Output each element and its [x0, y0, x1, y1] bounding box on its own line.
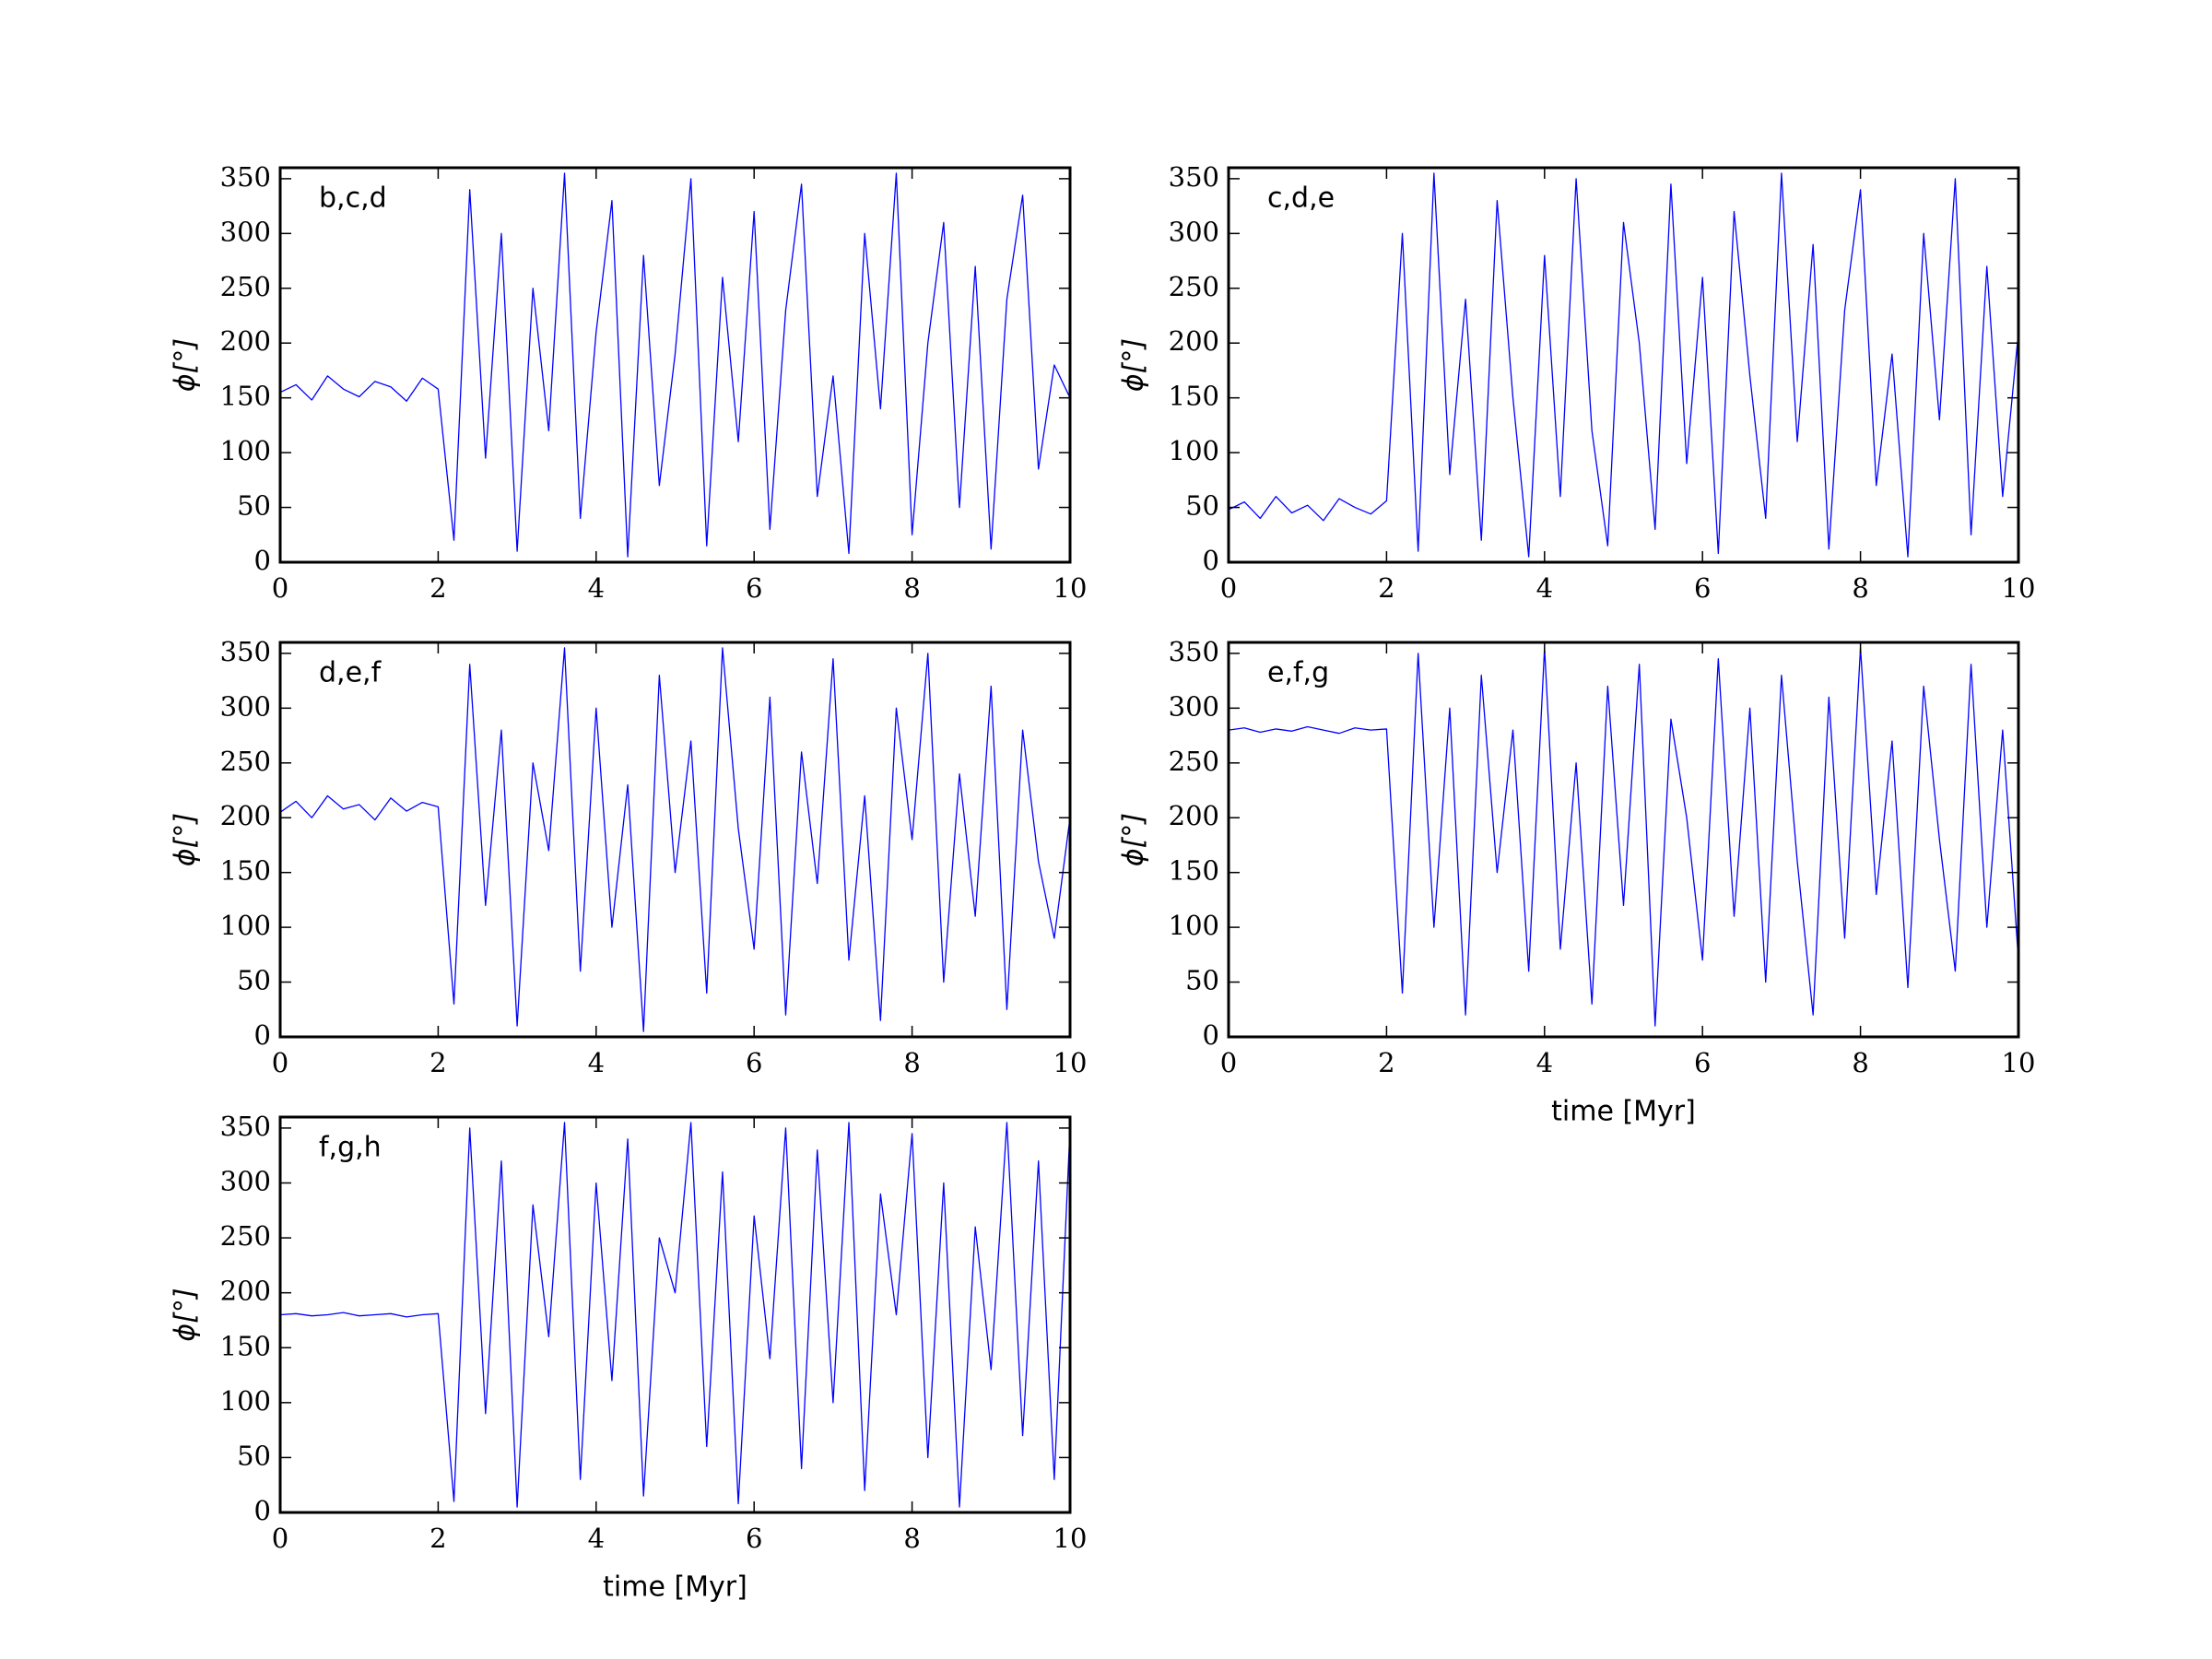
x-axis-label: time [Myr]	[1551, 1096, 1696, 1128]
y-tick-label: 300	[220, 690, 271, 722]
x-tick-label: 6	[1694, 1047, 1711, 1078]
y-tick-label: 100	[220, 1385, 271, 1417]
y-tick-label: 0	[254, 545, 271, 576]
y-tick-label: 300	[220, 1166, 271, 1197]
axes-frame	[278, 166, 1072, 564]
x-tick-label: 8	[903, 572, 920, 604]
y-tick-label: 150	[220, 1330, 271, 1361]
y-tick-label: 150	[220, 855, 271, 887]
x-tick-label: 4	[1536, 572, 1553, 604]
y-tick-label: 50	[237, 490, 271, 522]
panel-label: d,e,f	[319, 657, 382, 689]
y-tick-label: 50	[1185, 490, 1219, 522]
x-tick-label: 10	[1053, 1047, 1088, 1078]
y-tick-label: 250	[1169, 746, 1219, 777]
y-tick-label: 300	[1169, 216, 1219, 247]
y-tick-label: 300	[220, 216, 271, 247]
y-axis-label: ϕ[°]	[170, 1288, 202, 1341]
y-tick-label: 250	[220, 746, 271, 777]
x-tick-label: 6	[1694, 572, 1711, 604]
x-tick-label: 8	[903, 1047, 920, 1078]
y-tick-label: 350	[220, 161, 271, 193]
data-line	[1228, 172, 2019, 558]
y-axis-label: ϕ[°]	[1118, 813, 1150, 866]
subplot: 0 2 4 6 8 10050100150200250300350f,g,hϕ[°]tim…	[170, 1111, 1088, 1604]
y-tick-label: 350	[1169, 161, 1219, 193]
y-tick-label: 50	[1185, 965, 1219, 996]
y-tick-label: 150	[1169, 855, 1219, 887]
y-tick-label: 350	[220, 1111, 271, 1142]
panel-label: c,d,e	[1267, 182, 1335, 215]
x-axis-label: time [Myr]	[603, 1571, 747, 1604]
x-tick-label: 10	[2002, 572, 2036, 604]
y-tick-label: 100	[220, 910, 271, 941]
y-tick-label: 200	[1169, 800, 1219, 831]
x-tick-label: 10	[1053, 1523, 1088, 1554]
x-tick-label: 6	[746, 572, 762, 604]
axes-frame	[1227, 166, 2020, 564]
y-tick-label: 300	[1169, 690, 1219, 722]
panel-label: b,c,d	[319, 182, 387, 215]
x-tick-label: 8	[1852, 1047, 1868, 1078]
x-tick-label: 0	[272, 572, 288, 604]
y-tick-label: 0	[254, 1019, 271, 1051]
x-tick-label: 2	[429, 572, 446, 604]
x-tick-label: 10	[2002, 1047, 2036, 1078]
x-tick-label: 0	[1220, 1047, 1237, 1078]
panel-label: f,g,h	[319, 1132, 382, 1164]
x-tick-label: 2	[1378, 1047, 1394, 1078]
x-tick-label: 0	[272, 1047, 288, 1078]
x-tick-label: 2	[429, 1047, 446, 1078]
x-tick-label: 8	[903, 1523, 920, 1554]
x-tick-label: 4	[1536, 1047, 1553, 1078]
y-axis-label: ϕ[°]	[1118, 338, 1150, 392]
y-tick-label: 350	[1169, 636, 1219, 667]
x-tick-label: 4	[588, 1523, 605, 1554]
y-axis-label: ϕ[°]	[170, 813, 202, 866]
y-tick-label: 50	[237, 1440, 271, 1471]
panel-label: e,f,g	[1267, 657, 1329, 689]
x-tick-label: 10	[1053, 572, 1088, 604]
y-tick-label: 200	[220, 800, 271, 831]
x-tick-label: 6	[746, 1523, 762, 1554]
y-tick-label: 50	[237, 965, 271, 996]
y-tick-label: 150	[1169, 381, 1219, 412]
y-tick-label: 0	[1203, 1019, 1219, 1051]
x-tick-label: 0	[272, 1523, 288, 1554]
x-tick-label: 0	[1220, 572, 1237, 604]
y-tick-label: 200	[220, 1276, 271, 1307]
y-tick-label: 200	[220, 325, 271, 357]
x-tick-label: 2	[1378, 572, 1394, 604]
axes-frame	[1227, 641, 2020, 1039]
x-tick-label: 4	[588, 1047, 605, 1078]
subplot: 0 2 4 6 8 10050100150200250300350e,f,gϕ[°]tim…	[1118, 636, 2036, 1128]
data-line	[279, 1122, 1071, 1508]
x-tick-label: 4	[588, 572, 605, 604]
axes-frame	[278, 641, 1072, 1039]
y-tick-label: 100	[220, 435, 271, 466]
y-tick-label: 350	[220, 636, 271, 667]
y-tick-label: 100	[1169, 435, 1219, 466]
axes-frame	[278, 1115, 1072, 1514]
y-tick-label: 250	[220, 271, 271, 302]
x-tick-label: 6	[746, 1047, 762, 1078]
y-tick-label: 250	[220, 1220, 271, 1252]
data-line	[1228, 647, 2019, 1027]
y-tick-label: 150	[220, 381, 271, 412]
data-line	[279, 647, 1071, 1032]
data-line	[279, 172, 1071, 558]
y-tick-label: 0	[1203, 545, 1219, 576]
y-axis-label: ϕ[°]	[170, 338, 202, 392]
y-tick-label: 0	[254, 1495, 271, 1526]
x-tick-label: 2	[429, 1523, 446, 1554]
y-tick-label: 100	[1169, 910, 1219, 941]
y-tick-label: 200	[1169, 325, 1219, 357]
y-tick-label: 250	[1169, 271, 1219, 302]
x-tick-label: 8	[1852, 572, 1868, 604]
